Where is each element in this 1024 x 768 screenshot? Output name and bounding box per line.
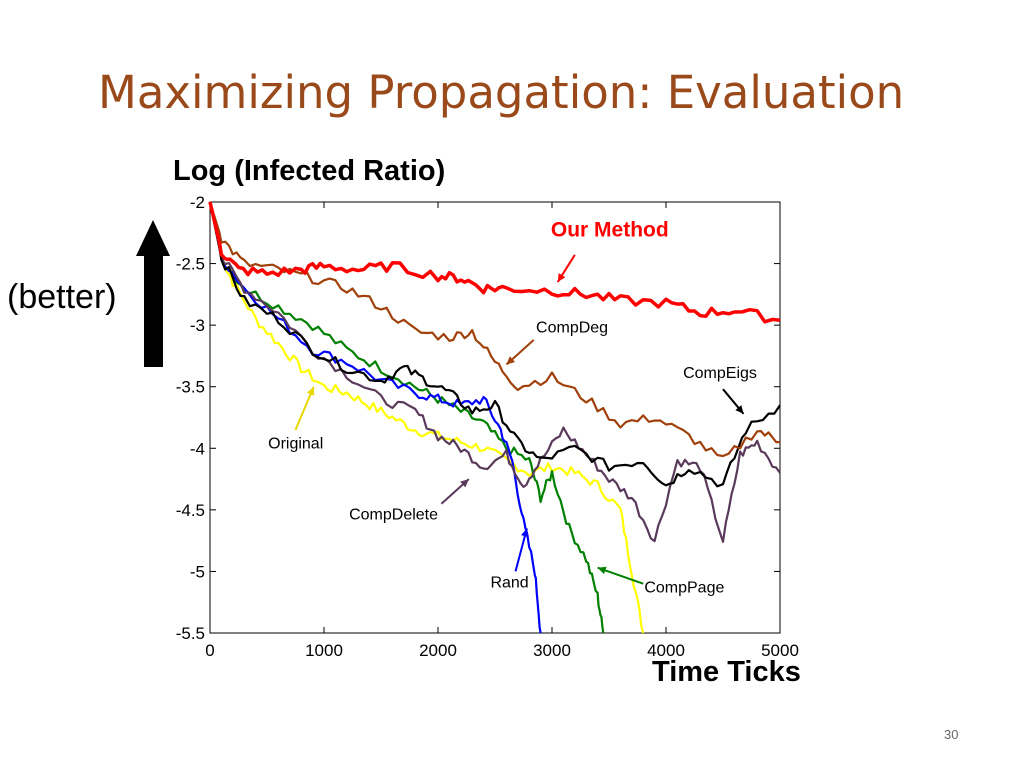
annotation-label-compdelete: CompDelete: [349, 507, 438, 524]
x-tick-label: 0: [205, 641, 214, 660]
better-label: (better): [7, 278, 117, 316]
annotation-arrowhead: [506, 356, 516, 365]
annotation-arrowhead: [460, 479, 469, 488]
y-tick-label: -3: [190, 316, 205, 335]
x-tick-label: 3000: [533, 641, 571, 660]
series-line-comppage: [208, 201, 605, 634]
y-tick-label: -5.5: [176, 624, 205, 643]
x-tick-label: 1000: [305, 641, 343, 660]
x-axis-label: Time Ticks: [652, 656, 801, 688]
annotation-label-comppage: CompPage: [644, 579, 724, 596]
annotation-layer: Our Method CompDeg CompEigs Original CompDel…: [268, 218, 757, 596]
y-tick-label: -5: [190, 562, 205, 581]
annotation-arrowhead: [557, 273, 566, 283]
plot-frame: [209, 201, 781, 634]
annotation-arrowhead: [306, 386, 315, 396]
x-tick-label: 5000: [761, 641, 799, 660]
series-layer: [208, 201, 781, 634]
y-tick-label: -4: [190, 439, 205, 458]
series-line-compeigs: [208, 201, 781, 488]
annotation-label-original: Original: [268, 435, 323, 452]
annotation-label-compdeg: CompDeg: [536, 320, 608, 337]
annotation-arrowhead: [521, 528, 529, 538]
y-tick-label: -4.5: [176, 501, 205, 520]
x-tick-label: 4000: [647, 641, 685, 660]
annotation-label-compeigs: CompEigs: [683, 365, 757, 382]
y-tick-label: -2.5: [176, 255, 205, 274]
better-arrow-icon: [136, 220, 170, 367]
series-line-our-method: [208, 201, 781, 324]
annotation-label-our-method: Our Method: [551, 218, 669, 241]
annotation-label-rand: Rand: [490, 574, 528, 591]
y-tick-label: -2: [190, 193, 205, 212]
page-number: 30: [944, 727, 959, 742]
y-tick-label: -3.5: [176, 378, 205, 397]
annotation-arrowhead: [735, 405, 744, 414]
slide-title: Maximizing Propagation: Evaluation: [98, 66, 905, 119]
series-line-compdeg: [208, 201, 780, 458]
series-line-original: [208, 201, 645, 634]
annotation-arrowhead: [597, 566, 607, 575]
axes: 0 1000 2000 3000 4000 5000 -2 -2.5 -3 -3.5 -4 -4.5 -…: [176, 193, 799, 660]
x-tick-label: 2000: [419, 641, 457, 660]
y-axis-label: Log (Infected Ratio): [173, 155, 446, 187]
